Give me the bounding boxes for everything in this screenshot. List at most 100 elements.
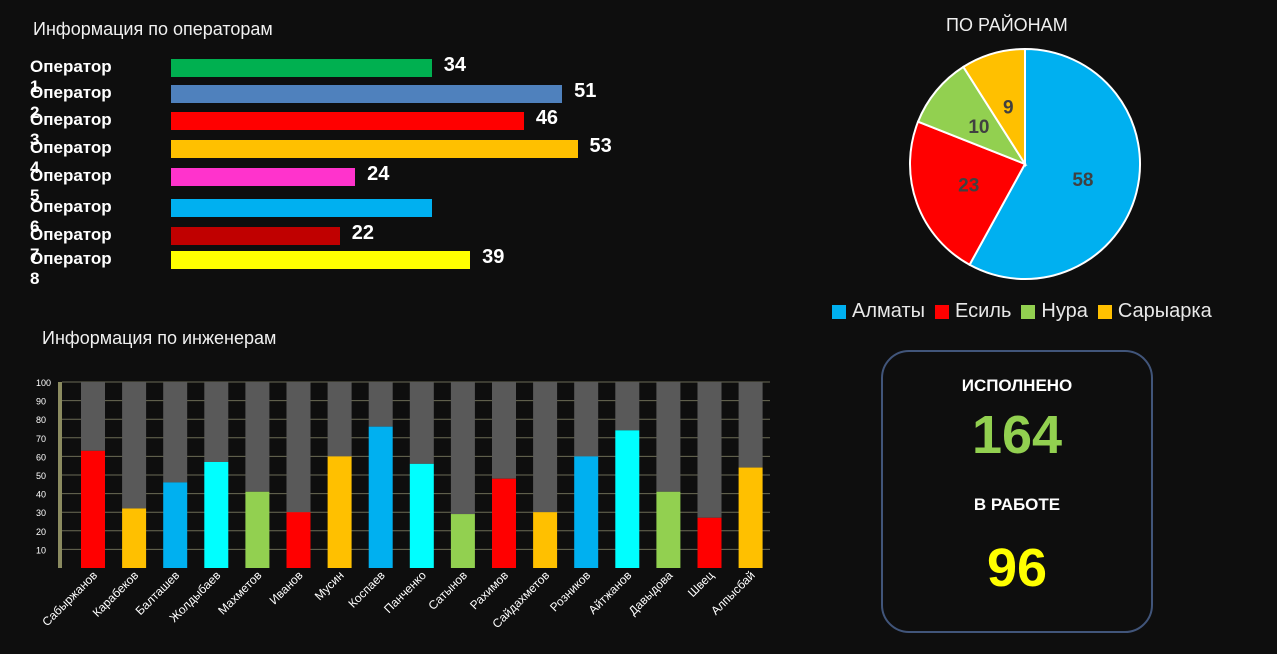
operators-title: Информация по операторам [33, 19, 273, 39]
legend-item: Нура [1021, 300, 1088, 323]
legend-swatch [934, 304, 949, 319]
in-work-label: В РАБОТЕ [973, 495, 1061, 514]
pie-slice [961, 47, 1026, 168]
bar-value-segment [450, 514, 475, 568]
y-tick-label: 30 [36, 508, 46, 518]
pie-value-label: 9 [1003, 98, 1014, 119]
legend-label: Есиль [954, 300, 1012, 322]
bar-remainder-segment [409, 382, 434, 464]
bar-remainder-segment [450, 382, 475, 515]
done-label: ИСПОЛНЕНО [961, 376, 1073, 395]
bar-value-segment [656, 491, 681, 568]
bar-value-segment [368, 426, 393, 568]
y-tick-label: 60 [36, 452, 46, 462]
operator-value-label: 34 [443, 54, 467, 76]
x-category-label: Швец [685, 568, 717, 600]
pie-value-label: 10 [968, 117, 989, 138]
y-tick-label: 80 [36, 415, 46, 425]
bar-value-segment [738, 467, 763, 568]
engineers-stacked-bar-chart: 102030405060708090100СабыржановКарабеков… [36, 378, 770, 631]
operator-label: Оператор 1 [30, 57, 112, 96]
legend-swatch [1097, 304, 1112, 319]
districts-pie-chart: 58 23 10 9 [909, 47, 1141, 280]
legend-item: Есиль [934, 300, 1012, 323]
bar-value-segment [81, 450, 105, 568]
operator-label: Оператор 6 [30, 197, 112, 236]
bar-remainder-segment [533, 382, 558, 513]
bar-value-segment [286, 512, 311, 568]
x-category-label: Сатынов [425, 568, 470, 613]
operator-label: Оператор 8 [30, 249, 112, 288]
pie-slice [968, 47, 1141, 280]
operator-label: Оператор 2 [30, 83, 112, 122]
operator-bar [171, 59, 432, 77]
bar-remainder-segment [656, 382, 681, 492]
summary-panel: ИСПОЛНЕНО 164 В РАБОТЕ 96 [881, 350, 1153, 633]
in-work-value: 96 [986, 538, 1048, 598]
operator-value-label: 22 [351, 222, 374, 244]
y-tick-label: 100 [36, 378, 51, 388]
legend-item: Алматы [832, 300, 925, 323]
operator-bar [171, 168, 356, 186]
x-category-label: Иванов [267, 568, 306, 607]
x-category-label: Махметов [215, 568, 264, 617]
operator-value-label: 24 [367, 163, 390, 185]
y-tick-label: 70 [36, 434, 46, 444]
y-tick-label: 90 [36, 397, 46, 407]
bar-value-segment [327, 456, 352, 568]
y-tick-label: 40 [36, 490, 46, 500]
operator-value-label: 53 [589, 135, 612, 157]
done-value: 164 [971, 405, 1063, 465]
x-category-label: Сабыржанов [39, 568, 100, 629]
pie-value-label: 58 [1072, 170, 1093, 191]
bar-value-segment [204, 461, 229, 568]
legend-swatch [832, 304, 846, 319]
bar-value-segment [697, 517, 722, 568]
x-category-label: Мусин [312, 568, 347, 603]
bar-remainder-segment [163, 382, 188, 483]
operator-value-label: 46 [535, 107, 559, 129]
engineers-title: Информация по инженерам [42, 328, 277, 348]
operator-value-label: 39 [482, 246, 505, 268]
bar-value-segment [163, 482, 188, 568]
x-category-label: Панченко [381, 568, 429, 616]
bar-remainder-segment [204, 382, 229, 462]
pie-slice [916, 65, 1028, 167]
legend-item: Сарыарка [1097, 300, 1212, 323]
operator-label: Оператор 3 [30, 110, 112, 149]
legend-label: Алматы [852, 300, 925, 322]
x-category-label: Коспаев [345, 568, 387, 610]
bar-remainder-segment [615, 382, 640, 431]
operator-bar [171, 227, 340, 245]
legend-swatch [1021, 304, 1036, 319]
operator-label: Оператор 4 [30, 138, 112, 177]
legend-label: Нура [1041, 300, 1088, 322]
y-tick-label: 20 [36, 527, 46, 537]
pie-legend: Алматы Есиль Нура Сарыарка [832, 300, 1222, 323]
bar-value-segment [615, 430, 640, 568]
operator-bar [171, 199, 432, 217]
bar-value-segment [122, 508, 147, 568]
bar-remainder-segment [327, 382, 352, 457]
bar-remainder-segment [122, 382, 147, 509]
operator-bar [171, 112, 524, 130]
bar-remainder-segment [738, 382, 763, 468]
y-tick-label: 50 [36, 471, 46, 481]
x-category-label: Давыдова [626, 568, 676, 618]
pie-value-label: 23 [958, 175, 979, 196]
operator-label: Оператор 5 [30, 166, 112, 205]
bar-value-segment [574, 456, 599, 568]
x-category-label: Алпысбай [708, 568, 758, 618]
y-axis [58, 382, 62, 568]
districts-title: ПО РАЙОНАМ [946, 15, 1068, 35]
operator-value-label: 51 [574, 80, 597, 102]
legend-label: Сарыарка [1117, 300, 1212, 322]
bar-value-segment [492, 478, 516, 568]
bar-remainder-segment [286, 382, 311, 513]
bar-remainder-segment [245, 382, 270, 492]
bar-remainder-segment [574, 382, 599, 457]
operator-label: Оператор 7 [30, 225, 112, 264]
bar-remainder-segment [697, 382, 722, 518]
bar-remainder-segment [81, 382, 105, 451]
operator-bar [171, 140, 578, 158]
